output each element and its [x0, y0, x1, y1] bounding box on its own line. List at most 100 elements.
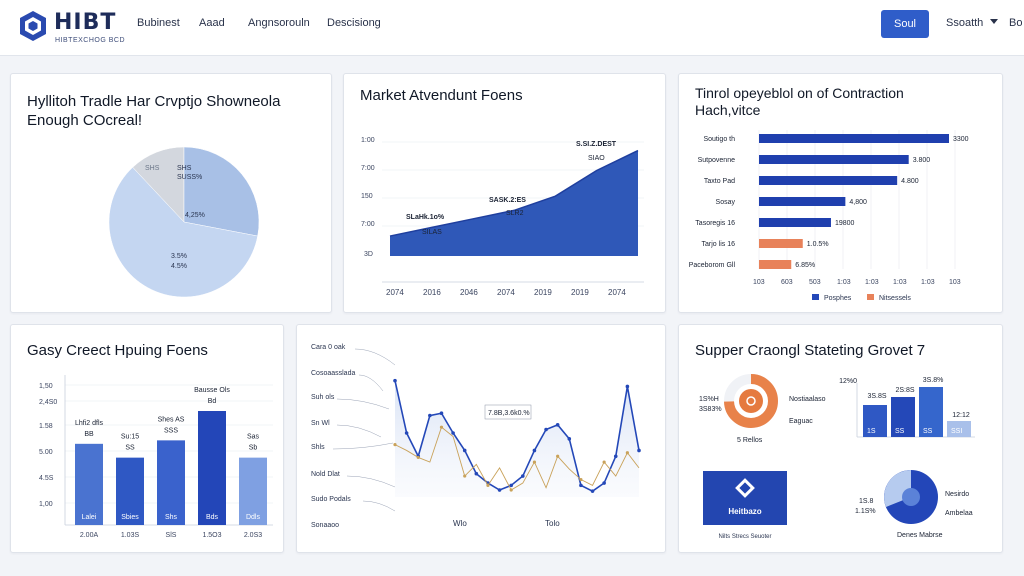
- bar-value-label: 4.800: [901, 178, 919, 185]
- crypto-share-card: Hyllitoh Tradle Har Crvptjo Showneola En…: [10, 73, 332, 313]
- bar-value-label: Sas: [247, 434, 260, 441]
- primary-button[interactable]: Soul: [881, 10, 929, 38]
- nav-link-1[interactable]: Bubinest: [137, 17, 180, 29]
- data-point: [567, 437, 572, 441]
- donut-label: 1S%H: [699, 396, 719, 403]
- x-tick-label: 2.0S3: [244, 532, 262, 539]
- data-point: [463, 474, 467, 478]
- housing-bar-card: Gasy Creect Hpuing Foens 1,50 2,4S0 1.58 5.…: [10, 324, 284, 553]
- data-point: [462, 448, 467, 453]
- vbar-series: 1,50 2,4S0 1.58 5.00 4.5S 1,00 Lhfi2 dfls BB Lal…: [39, 375, 273, 539]
- data-point: [509, 483, 513, 488]
- chevron-down-icon[interactable]: [990, 19, 998, 24]
- bar: [947, 421, 971, 437]
- y-tick-label: 7:00: [361, 221, 375, 228]
- pie-label: SHS: [145, 165, 160, 172]
- growth-stats-card: Supper Craongl Stateting Grovet 7 1S%H 3…: [678, 324, 1003, 553]
- data-point: [393, 443, 397, 447]
- annotation: SASK.2:ES: [489, 197, 526, 204]
- bar: [759, 134, 949, 143]
- pie-label: 3.5%: [171, 253, 187, 260]
- bar: [759, 197, 846, 206]
- y-tick-label: 1.58: [39, 423, 53, 430]
- bar-value-label: Su:15: [121, 434, 139, 441]
- data-point: [613, 454, 618, 459]
- x-tick-label: 2019: [571, 288, 589, 297]
- bar: [759, 239, 803, 248]
- search-link[interactable]: Ssoatth: [946, 17, 984, 29]
- y-tick-label: 1,00: [39, 501, 53, 508]
- brand-name[interactable]: HIBT: [54, 10, 117, 35]
- data-point: [474, 471, 479, 476]
- data-point: [602, 460, 606, 464]
- bar-value-label: 4,800: [849, 199, 867, 206]
- area-series: 2074 2016 2046 2074 2019 2019 2074: [382, 141, 644, 297]
- data-point: [497, 488, 502, 492]
- bar-inner-label: Ddls: [246, 514, 261, 521]
- y-tick-label: 1:00: [361, 137, 375, 144]
- pie2-center: [902, 488, 920, 506]
- y-tick-label: 5.00: [39, 449, 53, 456]
- area-chart: 2074 2016 2046 2074 2019 2019 2074 1:00 7:00 1…: [361, 137, 644, 297]
- bar-value-label: Bausse Ols: [194, 387, 230, 394]
- card-title-line2: Enough COcreal!: [27, 112, 143, 129]
- pie-label: SUSS%: [177, 174, 202, 181]
- contraction-bar-card: Tinrol opeyeblol on of Contraction Hach,…: [678, 73, 1003, 313]
- pie2-label: 1.1S%: [855, 508, 876, 515]
- bar-category-label: Paceborom Gll: [689, 262, 736, 269]
- bar: [759, 260, 792, 269]
- card-title-line2: Hach,vitce: [695, 102, 761, 118]
- nav-link-4[interactable]: Descisiong: [327, 17, 381, 29]
- data-point: [532, 460, 537, 464]
- bar: [116, 457, 144, 525]
- data-point: [521, 474, 525, 478]
- x-tick-label: 603: [781, 279, 793, 286]
- nav-link-2[interactable]: Aaad: [199, 17, 225, 29]
- bar-value-label: 6.85%: [795, 262, 815, 269]
- annotation-box: [484, 404, 532, 420]
- pie-label: SHS: [177, 165, 192, 172]
- card-title: Market Atvendunt Foens: [360, 87, 523, 104]
- pie-slice: [108, 166, 258, 298]
- y-tick-label: 1,50: [39, 383, 53, 390]
- data-point: [556, 454, 560, 458]
- line-series: [332, 348, 641, 512]
- bar-inner-label: SS: [923, 428, 933, 435]
- vertical-bar-chart: 1,50 2,4S0 1.58 5.00 4.5S 1,00 Lhfi2 dfls BB Lal…: [39, 375, 273, 539]
- bar: [759, 176, 898, 185]
- bar: [75, 443, 103, 525]
- card-title: Supper Craongl Stateting Grovet 7: [695, 342, 926, 359]
- y-tick-label: 4.5S: [39, 475, 54, 482]
- hibt-logo-icon[interactable]: [18, 10, 48, 42]
- bar: [759, 155, 909, 164]
- data-point: [544, 427, 548, 432]
- connector-line: [332, 442, 394, 450]
- x-axis-label: Wlo: [453, 519, 467, 528]
- x-tick-label: SlS: [166, 532, 177, 539]
- line-chart: 7.8B,3.6k0.% Wlo Tolo: [332, 348, 641, 528]
- y-tick-label: 3D: [364, 251, 373, 258]
- area-fill: [390, 150, 638, 256]
- bar: [863, 405, 887, 437]
- extra-menu[interactable]: Bo: [1009, 17, 1023, 29]
- annotation: S.SI.Z.DEST: [576, 141, 617, 148]
- annotation: SILAS: [422, 229, 442, 236]
- pie2-label: Denes Mabrse: [897, 532, 943, 539]
- bar-inner-label: Bds: [206, 514, 219, 521]
- pie-label: 4.5%: [171, 263, 187, 270]
- bar-inner-label: SSI: [951, 428, 962, 435]
- bar-value-sublabel: BB: [84, 431, 94, 438]
- bar-value-sublabel: Sb: [249, 445, 258, 452]
- y-tick-label: 7:00: [361, 165, 375, 172]
- top-bar: HIBT HIBTEXCHOG BCD Bubinest Aaad Angnso…: [0, 0, 1024, 56]
- donut-center: [739, 389, 763, 413]
- bar-value-label: Shes AS: [158, 416, 185, 423]
- bar-category-label: Soutigo th: [703, 136, 735, 143]
- connector-line: [358, 374, 384, 392]
- nav-link-3[interactable]: Angnsorouln: [248, 17, 310, 29]
- growth-charts: 1S%H 3S83% Nostiaalaso Eaguac 5 Rellos 1…: [699, 374, 975, 540]
- card-title-line1: Tinrol opeyeblol on of Contraction: [695, 85, 904, 101]
- connector-line: [336, 398, 390, 410]
- card-title-line1: Hyllitoh Tradle Har Crvptjo Showneola: [27, 93, 281, 110]
- pie2-label: 1S.8: [859, 498, 874, 505]
